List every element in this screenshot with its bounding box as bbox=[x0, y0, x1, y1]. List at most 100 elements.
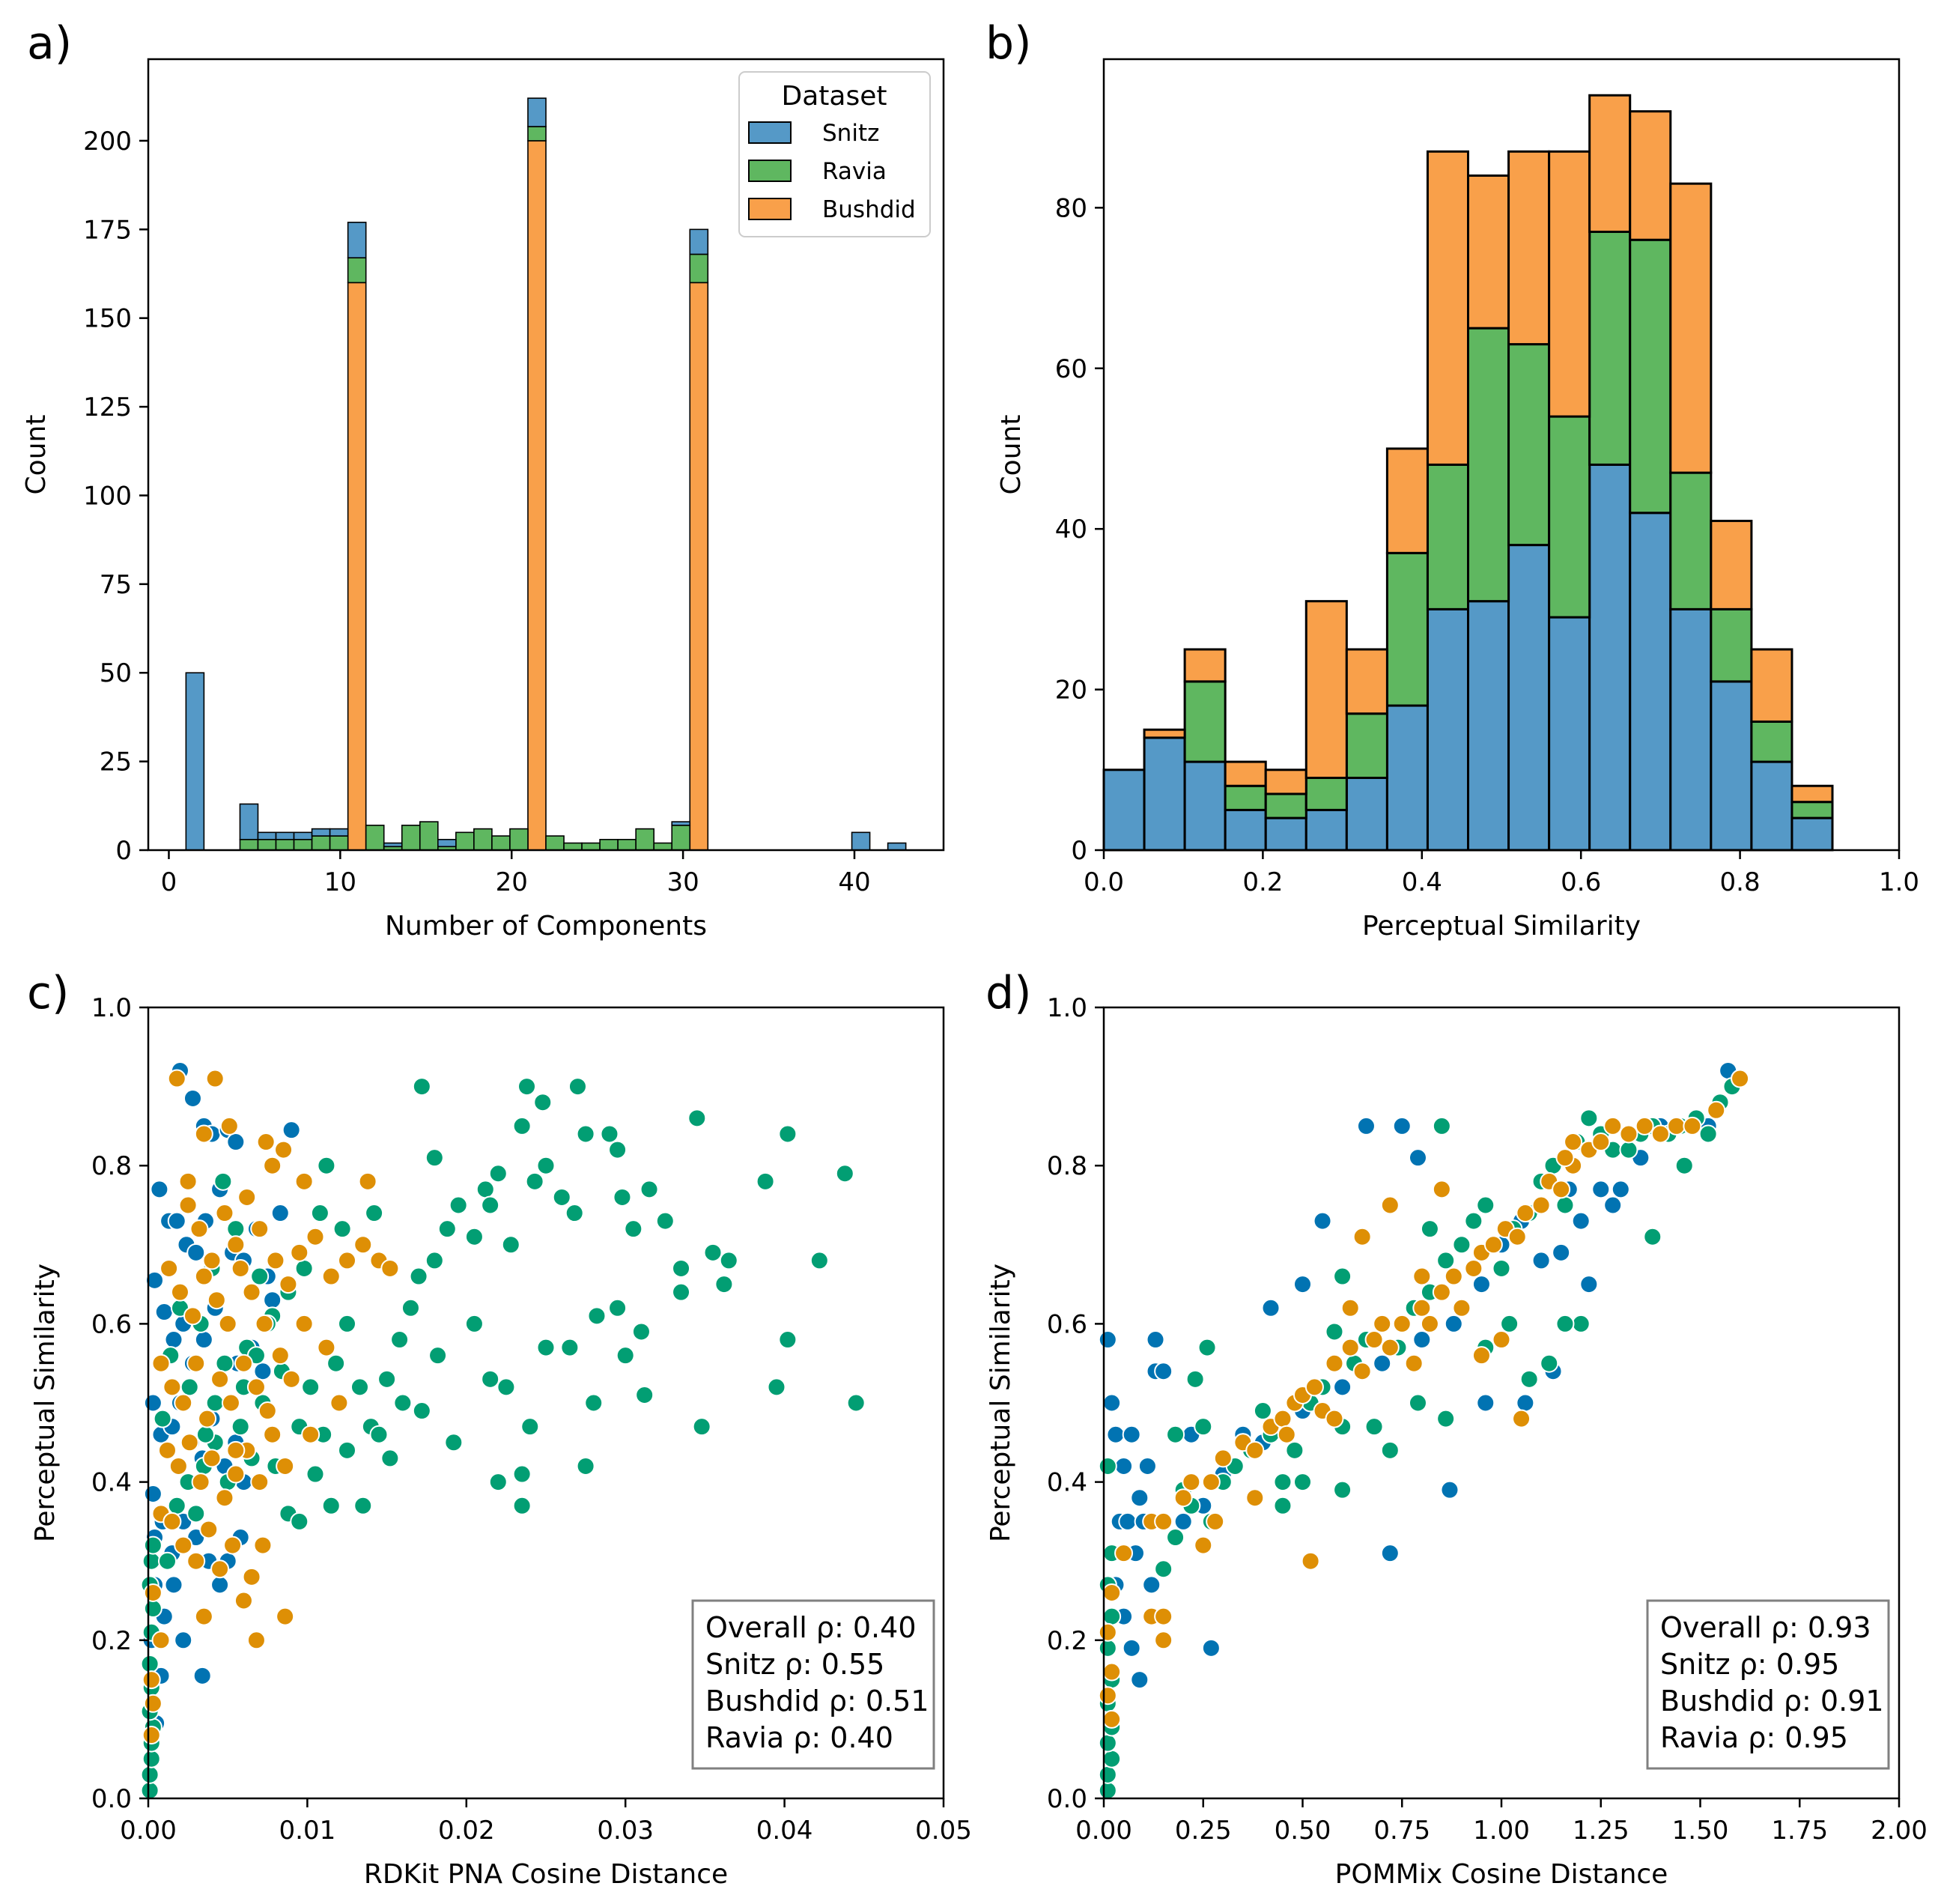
panel-c-letter: c) bbox=[27, 967, 69, 1019]
point-bushdid bbox=[157, 1440, 177, 1460]
x-tick-label: 0.50 bbox=[1275, 1816, 1331, 1846]
bar-ravia bbox=[545, 835, 565, 851]
y-tick-label: 0.0 bbox=[91, 1784, 132, 1814]
point-bushdid bbox=[202, 1449, 222, 1468]
point-snitz bbox=[194, 1330, 213, 1350]
point-bushdid bbox=[210, 1369, 230, 1389]
bar-ravia bbox=[365, 825, 385, 851]
bar-ravia bbox=[1426, 463, 1470, 610]
bar-snitz bbox=[1507, 544, 1551, 852]
y-tick-label: 0.2 bbox=[1047, 1626, 1087, 1656]
point-bushdid bbox=[1098, 1686, 1117, 1706]
point-bushdid bbox=[1404, 1353, 1424, 1373]
point-snitz bbox=[1440, 1480, 1459, 1500]
point-ravia bbox=[321, 1496, 341, 1515]
stat-bushdid: Bushdid ρ: 0.91 bbox=[1660, 1685, 1884, 1717]
point-bushdid bbox=[1373, 1314, 1392, 1333]
panel-b-letter: b) bbox=[985, 17, 1032, 70]
bar-ravia bbox=[1629, 238, 1672, 515]
point-bushdid bbox=[255, 1314, 274, 1333]
point-bushdid bbox=[1301, 1551, 1320, 1571]
point-bushdid bbox=[1173, 1488, 1193, 1508]
point-bushdid bbox=[338, 1251, 356, 1270]
legend-swatch-snitz bbox=[748, 121, 792, 144]
bar-bushdid bbox=[689, 282, 709, 851]
point-ravia bbox=[294, 1258, 314, 1278]
panel-b: b) 0.0 0.2 0.4 0.6 0.8 1.0 0 20 40 60 80 Perceptu… bbox=[985, 17, 1919, 942]
point-bushdid bbox=[1555, 1148, 1575, 1168]
point-bushdid bbox=[1206, 1512, 1225, 1531]
bar-bushdid bbox=[1629, 110, 1672, 241]
bar-ravia bbox=[455, 831, 475, 851]
x-tick-label: 0.0 bbox=[1084, 867, 1124, 897]
point-bushdid bbox=[1102, 1583, 1122, 1602]
panel-d-ylabel: Perceptual Similarity bbox=[985, 1264, 1016, 1542]
point-bushdid bbox=[223, 1535, 243, 1555]
point-bushdid bbox=[162, 1512, 182, 1531]
bar-snitz bbox=[1710, 680, 1753, 852]
point-ravia bbox=[231, 1417, 250, 1437]
point-bushdid bbox=[1667, 1116, 1686, 1136]
point-bushdid bbox=[215, 1204, 234, 1223]
point-bushdid bbox=[210, 1559, 230, 1579]
stats-box bbox=[691, 1599, 935, 1770]
x-tick-label: 1.00 bbox=[1473, 1816, 1530, 1846]
point-bushdid bbox=[219, 1116, 239, 1136]
point-ravia bbox=[1436, 1251, 1456, 1270]
point-bushdid bbox=[205, 1069, 225, 1088]
bar-snitz bbox=[1548, 616, 1591, 852]
bar-snitz bbox=[311, 828, 331, 837]
y-tick-label: 0.4 bbox=[1047, 1468, 1087, 1498]
point-bushdid bbox=[358, 1171, 377, 1191]
point-ravia bbox=[353, 1496, 373, 1515]
point-ravia bbox=[1185, 1369, 1205, 1389]
point-bushdid bbox=[294, 1171, 314, 1191]
bar-ravia bbox=[491, 835, 511, 851]
point-ravia bbox=[140, 1780, 160, 1800]
bar-snitz bbox=[1669, 607, 1713, 852]
legend-label-snitz: Snitz bbox=[822, 120, 879, 147]
point-ravia bbox=[1253, 1401, 1272, 1421]
point-snitz bbox=[1293, 1275, 1312, 1294]
point-snitz bbox=[1146, 1330, 1165, 1350]
point-bushdid bbox=[1512, 1409, 1531, 1428]
point-ravia bbox=[536, 1338, 556, 1357]
point-ravia bbox=[428, 1346, 448, 1365]
point-snitz bbox=[253, 1362, 273, 1381]
point-ravia bbox=[600, 1124, 619, 1144]
y-tick-label: 0.2 bbox=[91, 1626, 132, 1656]
panel-b-xticks: 0.0 0.2 0.4 0.6 0.8 1.0 bbox=[1084, 850, 1919, 897]
point-ravia bbox=[1098, 1733, 1117, 1753]
point-ravia bbox=[1166, 1528, 1185, 1547]
point-snitz bbox=[145, 1270, 164, 1290]
bar-bushdid bbox=[1183, 648, 1227, 683]
point-ravia bbox=[338, 1440, 356, 1460]
bar-snitz bbox=[1102, 768, 1146, 852]
point-snitz bbox=[1531, 1251, 1551, 1270]
point-ravia bbox=[631, 1322, 651, 1341]
point-ravia bbox=[1102, 1607, 1122, 1626]
point-ravia bbox=[565, 1204, 584, 1223]
point-snitz bbox=[1122, 1425, 1141, 1444]
point-bushdid bbox=[231, 1258, 250, 1278]
point-ravia bbox=[1098, 1456, 1117, 1476]
y-tick-label: 125 bbox=[83, 392, 132, 422]
bar-bushdid bbox=[1507, 150, 1551, 346]
point-bushdid bbox=[256, 1133, 276, 1152]
bar-snitz bbox=[1467, 600, 1510, 852]
point-snitz bbox=[1333, 1377, 1352, 1397]
point-ravia bbox=[393, 1393, 413, 1413]
point-ravia bbox=[157, 1551, 177, 1571]
x-tick-label: 0 bbox=[161, 867, 177, 897]
point-snitz bbox=[150, 1180, 169, 1199]
legend-swatch-bushdid bbox=[748, 198, 792, 220]
point-bushdid bbox=[1114, 1544, 1134, 1563]
point-bushdid bbox=[215, 1488, 234, 1508]
panel-a-xlabel: Number of Components bbox=[385, 911, 707, 942]
point-bushdid bbox=[1380, 1195, 1400, 1215]
point-bushdid bbox=[174, 1535, 193, 1555]
bar-snitz bbox=[329, 828, 349, 837]
point-bushdid bbox=[142, 1670, 161, 1690]
point-bushdid bbox=[1325, 1353, 1344, 1373]
point-ravia bbox=[1273, 1496, 1293, 1515]
